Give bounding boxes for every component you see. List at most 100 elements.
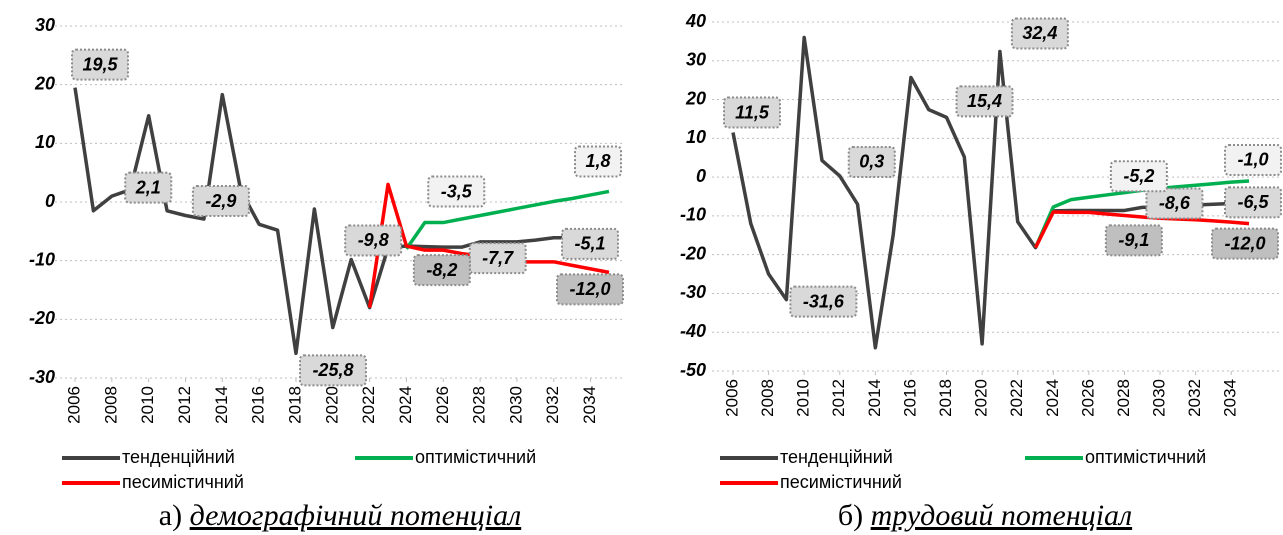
x-tick-label: 2028 bbox=[1114, 379, 1133, 417]
y-tick-label: 10 bbox=[35, 132, 55, 152]
legend-label: оптимістичний bbox=[1085, 447, 1206, 467]
value-label-box bbox=[124, 171, 173, 204]
x-tick-label: 2032 bbox=[1185, 379, 1204, 417]
value-label: -25,8 bbox=[312, 360, 353, 380]
value-label: -9,1 bbox=[1118, 230, 1149, 250]
value-label: 19,5 bbox=[82, 54, 118, 74]
value-label: -8,2 bbox=[426, 260, 457, 280]
x-tick-label: 2018 bbox=[936, 379, 955, 417]
x-tick-label: 2014 bbox=[865, 379, 884, 417]
value-label: -9,8 bbox=[358, 230, 389, 250]
x-tick-label: 2010 bbox=[794, 379, 813, 417]
y-tick-label: 20 bbox=[685, 88, 706, 108]
value-label-box bbox=[1224, 143, 1282, 176]
series-line bbox=[1033, 210, 1250, 249]
value-label-box bbox=[412, 254, 471, 287]
value-label: 32,4 bbox=[1022, 23, 1057, 43]
x-tick-label: 2008 bbox=[758, 379, 777, 417]
x-tick-label: 2006 bbox=[64, 386, 83, 424]
value-label-box bbox=[1109, 160, 1168, 193]
x-tick-label: 2030 bbox=[1150, 379, 1169, 417]
x-tick-label: 2020 bbox=[972, 379, 991, 417]
caption-prefix: а) bbox=[159, 499, 182, 532]
y-tick-label: -50 bbox=[680, 360, 706, 380]
x-tick-label: 2018 bbox=[285, 386, 304, 424]
x-tick-label: 2012 bbox=[175, 386, 194, 424]
x-tick-label: 2014 bbox=[212, 386, 231, 424]
caption: б) трудовий потенціал bbox=[838, 499, 1132, 532]
y-tick-label: -30 bbox=[680, 282, 706, 302]
value-label: -3,5 bbox=[441, 181, 473, 201]
x-tick-label: 2032 bbox=[543, 386, 562, 424]
value-label-box bbox=[574, 145, 622, 178]
value-label: -8,6 bbox=[1159, 193, 1191, 213]
value-label-box bbox=[561, 227, 619, 260]
y-tick-label: 20 bbox=[34, 73, 55, 93]
x-tick-label: 2028 bbox=[470, 386, 489, 424]
x-tick-label: 2016 bbox=[900, 379, 919, 417]
caption-text: трудовий потенціал bbox=[871, 499, 1132, 532]
x-tick-label: 2020 bbox=[322, 386, 341, 424]
series-line bbox=[405, 189, 610, 250]
legend-label: песимістичний bbox=[122, 472, 244, 492]
value-label-box bbox=[1145, 187, 1204, 220]
value-label-box bbox=[427, 175, 486, 208]
y-tick-label: 30 bbox=[35, 15, 55, 35]
x-tick-label: 2008 bbox=[101, 386, 120, 424]
x-tick-label: 2022 bbox=[1007, 379, 1026, 417]
value-label-box bbox=[847, 145, 896, 178]
x-tick-label: 2022 bbox=[359, 386, 378, 424]
series-line bbox=[73, 87, 610, 356]
value-label-box bbox=[955, 85, 1014, 118]
legend-label: песимістичний bbox=[780, 472, 902, 492]
value-label: 15,4 bbox=[967, 91, 1002, 111]
y-tick-label: 30 bbox=[686, 50, 706, 70]
x-tick-label: 2012 bbox=[829, 379, 848, 417]
value-label-box bbox=[556, 273, 624, 306]
value-label-box bbox=[723, 96, 781, 129]
x-tick-label: 2026 bbox=[433, 386, 452, 424]
x-tick-label: 2026 bbox=[1078, 379, 1097, 417]
value-label: -1,0 bbox=[1237, 150, 1268, 170]
x-tick-label: 2024 bbox=[1043, 379, 1062, 417]
value-label: 11,5 bbox=[735, 102, 770, 122]
value-label: 1,8 bbox=[585, 151, 610, 171]
value-label: 0,3 bbox=[859, 152, 884, 172]
value-label: -31,6 bbox=[803, 291, 845, 311]
x-tick-label: 2010 bbox=[138, 386, 157, 424]
x-tick-label: 2006 bbox=[722, 379, 741, 417]
value-label: -12,0 bbox=[569, 279, 610, 299]
value-label: 2,1 bbox=[135, 177, 161, 197]
y-tick-label: 10 bbox=[686, 127, 706, 147]
value-label: -2,9 bbox=[205, 191, 236, 211]
x-tick-label: 2030 bbox=[506, 386, 525, 424]
value-label: -5,1 bbox=[574, 234, 605, 254]
legend-label: тенденційний bbox=[122, 447, 235, 467]
y-tick-label: 40 bbox=[685, 11, 706, 31]
x-tick-label: 2024 bbox=[396, 386, 415, 424]
caption-prefix: б) bbox=[838, 499, 863, 532]
y-tick-label: 0 bbox=[45, 191, 55, 211]
value-label-box bbox=[1224, 186, 1282, 219]
value-label: -7,7 bbox=[482, 248, 514, 268]
value-label-box bbox=[298, 354, 367, 387]
value-label-box bbox=[1104, 224, 1163, 257]
x-tick-label: 2034 bbox=[1221, 379, 1240, 417]
y-tick-label: -20 bbox=[29, 308, 55, 328]
value-label: -5,2 bbox=[1123, 166, 1154, 186]
value-label-box bbox=[789, 285, 858, 318]
legend-label: тенденційний bbox=[780, 447, 893, 467]
value-label-box bbox=[191, 185, 250, 218]
value-label-box bbox=[1010, 17, 1069, 50]
value-label-box bbox=[1211, 227, 1279, 260]
value-label: -6,5 bbox=[1237, 192, 1269, 212]
y-tick-label: -10 bbox=[29, 249, 55, 269]
value-label: -12,0 bbox=[1224, 233, 1265, 253]
value-label-box bbox=[71, 48, 129, 81]
x-tick-label: 2016 bbox=[249, 386, 268, 424]
y-tick-label: -30 bbox=[29, 367, 55, 387]
legend-label: оптимістичний bbox=[415, 447, 536, 467]
x-tick-label: 2034 bbox=[580, 386, 599, 424]
caption: а) демографічний потенціал bbox=[159, 499, 521, 532]
